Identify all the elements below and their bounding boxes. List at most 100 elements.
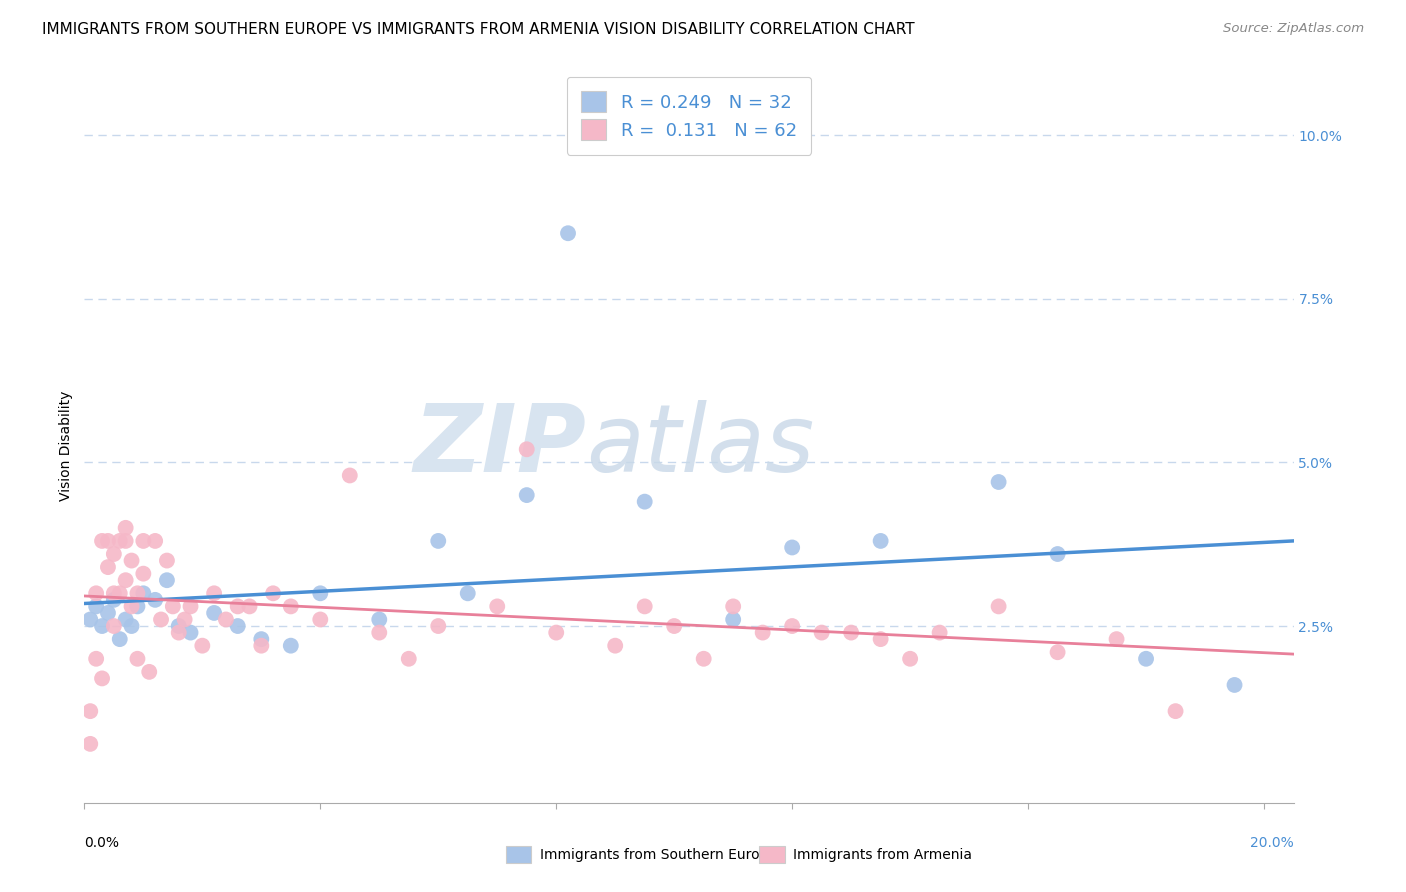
Point bbox=[869, 533, 891, 548]
Point bbox=[103, 619, 125, 633]
Point bbox=[398, 652, 420, 666]
Point bbox=[143, 592, 166, 607]
Point bbox=[103, 586, 125, 600]
Point bbox=[987, 599, 1010, 614]
Point bbox=[132, 586, 155, 600]
Point bbox=[987, 475, 1010, 489]
Point bbox=[898, 652, 921, 666]
Point bbox=[91, 533, 114, 548]
Point bbox=[103, 592, 125, 607]
Point bbox=[132, 566, 155, 581]
Point bbox=[114, 573, 136, 587]
Point bbox=[486, 599, 509, 614]
Point bbox=[780, 541, 803, 555]
Point bbox=[780, 619, 803, 633]
Point bbox=[280, 599, 302, 614]
Point bbox=[368, 612, 391, 626]
Point bbox=[869, 632, 891, 647]
Point bbox=[156, 553, 179, 567]
Point bbox=[368, 625, 391, 640]
Point bbox=[427, 619, 450, 633]
Point bbox=[114, 612, 136, 626]
Point bbox=[215, 612, 238, 626]
Point bbox=[84, 652, 107, 666]
Point bbox=[309, 612, 332, 626]
Point bbox=[180, 599, 202, 614]
Point bbox=[634, 599, 657, 614]
Point bbox=[226, 619, 249, 633]
Point bbox=[103, 547, 125, 561]
Point bbox=[839, 625, 862, 640]
Point bbox=[928, 625, 950, 640]
Point bbox=[262, 586, 284, 600]
Text: IMMIGRANTS FROM SOUTHERN EUROPE VS IMMIGRANTS FROM ARMENIA VISION DISABILITY COR: IMMIGRANTS FROM SOUTHERN EUROPE VS IMMIG… bbox=[42, 22, 915, 37]
Point bbox=[810, 625, 832, 640]
Point bbox=[1135, 652, 1157, 666]
Point bbox=[150, 612, 173, 626]
Text: Source: ZipAtlas.com: Source: ZipAtlas.com bbox=[1223, 22, 1364, 36]
Point bbox=[457, 586, 479, 600]
Point bbox=[664, 619, 686, 633]
Point bbox=[97, 606, 120, 620]
Point bbox=[162, 599, 184, 614]
Point bbox=[339, 468, 361, 483]
Point bbox=[238, 599, 260, 614]
Point bbox=[557, 226, 579, 240]
Text: 20.0%: 20.0% bbox=[1250, 836, 1294, 850]
Point bbox=[1046, 645, 1069, 659]
Point bbox=[167, 625, 190, 640]
Point bbox=[108, 586, 131, 600]
Point bbox=[516, 488, 538, 502]
Point bbox=[121, 599, 143, 614]
Point bbox=[121, 619, 143, 633]
Point bbox=[167, 619, 190, 633]
Point bbox=[173, 612, 195, 626]
Text: ZIP: ZIP bbox=[413, 400, 586, 492]
Point bbox=[751, 625, 773, 640]
Point bbox=[127, 652, 149, 666]
Point bbox=[202, 606, 225, 620]
Text: 0.0%: 0.0% bbox=[84, 836, 120, 850]
Point bbox=[1105, 632, 1128, 647]
Point bbox=[721, 612, 744, 626]
Point bbox=[634, 494, 657, 508]
Point bbox=[108, 533, 131, 548]
Point bbox=[127, 599, 149, 614]
Point bbox=[91, 672, 114, 686]
Point bbox=[132, 533, 155, 548]
Text: atlas: atlas bbox=[586, 401, 814, 491]
Point bbox=[79, 612, 101, 626]
Point bbox=[202, 586, 225, 600]
Legend: R = 0.249   N = 32, R =  0.131   N = 62: R = 0.249 N = 32, R = 0.131 N = 62 bbox=[567, 77, 811, 154]
Point bbox=[605, 639, 627, 653]
Point bbox=[1223, 678, 1246, 692]
Point bbox=[79, 737, 101, 751]
Point bbox=[114, 521, 136, 535]
Point bbox=[108, 632, 131, 647]
Text: Immigrants from Southern Europe: Immigrants from Southern Europe bbox=[540, 847, 778, 862]
Point bbox=[156, 573, 179, 587]
Point bbox=[114, 533, 136, 548]
Y-axis label: Vision Disability: Vision Disability bbox=[59, 391, 73, 501]
Point bbox=[97, 533, 120, 548]
Text: Immigrants from Armenia: Immigrants from Armenia bbox=[793, 847, 972, 862]
Point bbox=[226, 599, 249, 614]
Point bbox=[143, 533, 166, 548]
Point bbox=[427, 533, 450, 548]
Point bbox=[84, 599, 107, 614]
Point bbox=[280, 639, 302, 653]
Point bbox=[546, 625, 568, 640]
Point bbox=[91, 619, 114, 633]
Point bbox=[121, 553, 143, 567]
Point bbox=[191, 639, 214, 653]
Point bbox=[97, 560, 120, 574]
Point bbox=[79, 704, 101, 718]
Point bbox=[127, 586, 149, 600]
Point bbox=[309, 586, 332, 600]
Point bbox=[1046, 547, 1069, 561]
Point bbox=[180, 625, 202, 640]
Point bbox=[1164, 704, 1187, 718]
Point bbox=[84, 586, 107, 600]
Point bbox=[138, 665, 160, 679]
Point bbox=[250, 639, 273, 653]
